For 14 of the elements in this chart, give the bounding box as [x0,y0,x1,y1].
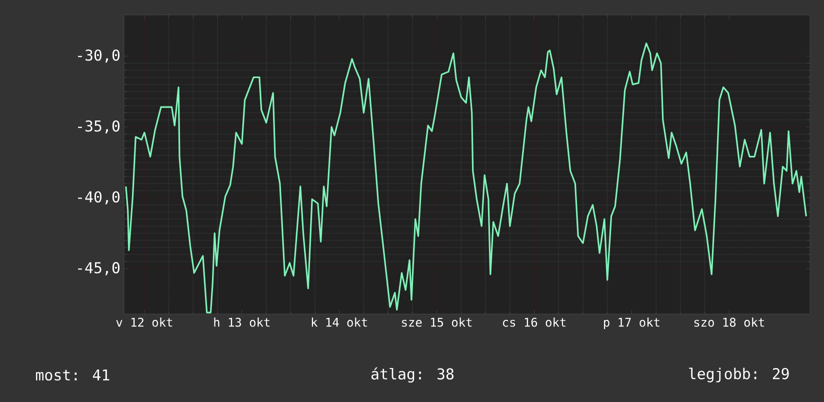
x-tick-label: szo 18 okt [694,318,764,327]
x-tick-label: sze 15 okt [402,318,472,327]
text: most: 41 [36,369,110,381]
x-tick-label: v 12 okt [116,318,172,327]
x-tick-label: k 14 okt [312,318,367,327]
y-tick-label: -40,0 [78,191,120,204]
text: átlag: 38 [371,367,454,383]
y-tick-label: -45,0 [78,262,120,276]
x-tick-label: h 13 okt [214,318,270,327]
y-tick-label: -35,0 [78,120,120,134]
x-tick-label: p 17 okt [604,318,660,330]
y-tick-label: -30,0 [78,49,120,63]
text: legjobb: 29 [689,368,789,382]
x-tick-label: cs 16 okt [502,318,566,327]
